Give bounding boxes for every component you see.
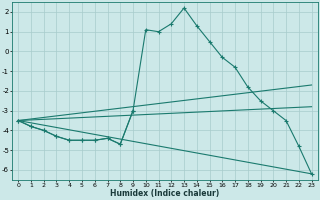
X-axis label: Humidex (Indice chaleur): Humidex (Indice chaleur) [110, 189, 220, 198]
